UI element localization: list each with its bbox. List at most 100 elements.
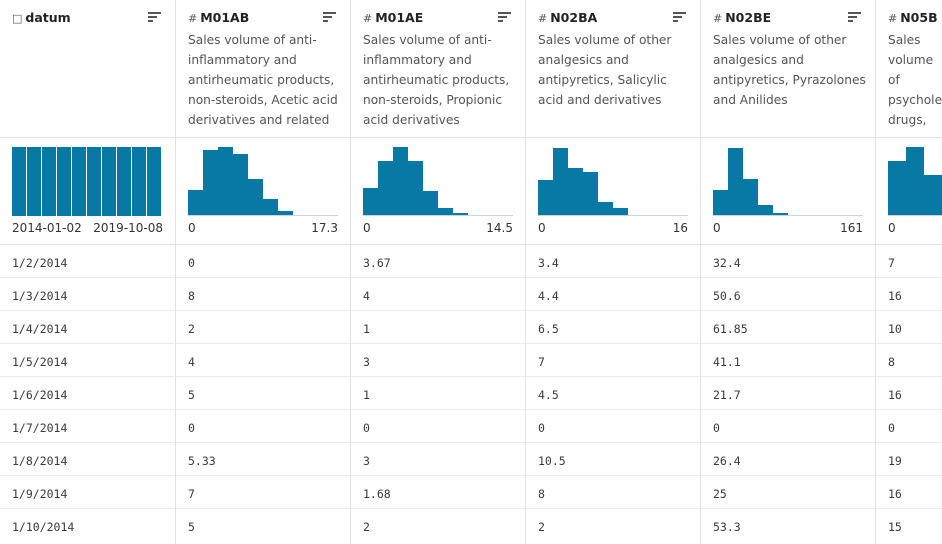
- table-cell[interactable]: 10.5: [538, 454, 566, 468]
- table-cell[interactable]: 21.7: [713, 388, 741, 402]
- row-divider: [0, 409, 175, 410]
- table-cell[interactable]: 15: [888, 520, 902, 534]
- column-header[interactable]: # M01AB Sales volume of anti-inflammatory …: [176, 0, 350, 138]
- histogram-bar: [218, 147, 233, 216]
- column-title[interactable]: # N05B: [888, 10, 938, 25]
- column-title[interactable]: # M01AB: [188, 10, 249, 25]
- column-title[interactable]: # M01AE: [363, 10, 423, 25]
- column-description: Sales volume of other analgesics and ant…: [713, 33, 866, 107]
- row-divider: [876, 475, 942, 476]
- row-divider: [176, 310, 350, 311]
- row-divider: [351, 343, 525, 344]
- table-cell[interactable]: 8: [538, 487, 545, 501]
- table-cell[interactable]: 6.5: [538, 322, 559, 336]
- hash-icon: #: [888, 12, 898, 25]
- table-cell[interactable]: 0: [363, 421, 370, 435]
- table-cell[interactable]: 41.1: [713, 355, 741, 369]
- column-header[interactable]: # M01AE Sales volume of anti-inflammatory …: [351, 0, 525, 138]
- sort-icon[interactable]: [673, 12, 686, 22]
- table-cell[interactable]: 8: [888, 355, 895, 369]
- column-histogram: [12, 147, 162, 216]
- table-cell[interactable]: 7: [188, 487, 195, 501]
- table-cell[interactable]: 5: [188, 388, 195, 402]
- table-cell[interactable]: 2: [363, 520, 370, 534]
- histogram-bar: [906, 147, 924, 216]
- sort-icon[interactable]: [148, 12, 161, 22]
- histogram-bar: [57, 147, 71, 216]
- row-divider: [0, 508, 175, 509]
- row-divider: [351, 277, 525, 278]
- column-header[interactable]: # N02BE Sales volume of other analgesics a…: [701, 0, 875, 138]
- table-cell[interactable]: 0: [713, 421, 720, 435]
- table-cell[interactable]: 3.4: [538, 256, 559, 270]
- table-cell[interactable]: 0: [538, 421, 545, 435]
- table-cell[interactable]: 4: [188, 355, 195, 369]
- table-cell[interactable]: 4.5: [538, 388, 559, 402]
- row-divider: [176, 376, 350, 377]
- column-title[interactable]: □ datum: [12, 10, 71, 25]
- table-cell[interactable]: 1/8/2014: [12, 454, 68, 468]
- histogram-bar: [233, 153, 248, 216]
- table-cell[interactable]: 53.3: [713, 520, 741, 534]
- table-cell[interactable]: 0: [188, 256, 195, 270]
- sort-icon[interactable]: [848, 12, 861, 22]
- histogram-bar: [438, 207, 453, 216]
- row-divider: [526, 343, 700, 344]
- table-cell[interactable]: 50.6: [713, 289, 741, 303]
- table-cell[interactable]: 8: [188, 289, 195, 303]
- sort-icon[interactable]: [498, 12, 511, 22]
- row-divider: [0, 310, 175, 311]
- table-cell[interactable]: 4.4: [538, 289, 559, 303]
- table-cell[interactable]: 32.4: [713, 256, 741, 270]
- table-cell[interactable]: 4: [363, 289, 370, 303]
- table-cell[interactable]: 7: [538, 355, 545, 369]
- row-divider: [176, 508, 350, 509]
- row-divider: [351, 475, 525, 476]
- column-header[interactable]: □ datum: [0, 0, 175, 138]
- table-cell[interactable]: 1/3/2014: [12, 289, 68, 303]
- table-cell[interactable]: 1/9/2014: [12, 487, 68, 501]
- table-cell[interactable]: 1/4/2014: [12, 322, 68, 336]
- table-cell[interactable]: 3: [363, 454, 370, 468]
- table-cell[interactable]: 1: [363, 322, 370, 336]
- row-divider: [876, 409, 942, 410]
- table-cell[interactable]: 1.68: [363, 487, 391, 501]
- table-cell[interactable]: 16: [888, 487, 902, 501]
- row-divider: [176, 277, 350, 278]
- column-title[interactable]: # N02BE: [713, 10, 771, 25]
- column-header[interactable]: # N02BA Sales volume of other analgesics a…: [526, 0, 700, 138]
- table-cell[interactable]: 16: [888, 289, 902, 303]
- table-cell[interactable]: 0: [188, 421, 195, 435]
- histogram-bar: [758, 204, 773, 216]
- column-histogram: [713, 147, 863, 216]
- table-cell[interactable]: 1/5/2014: [12, 355, 68, 369]
- table-cell[interactable]: 1/10/2014: [12, 520, 75, 534]
- table-cell[interactable]: 2: [188, 322, 195, 336]
- table-cell[interactable]: 1/6/2014: [12, 388, 68, 402]
- column-histogram: [888, 147, 942, 216]
- table-cell[interactable]: 1/7/2014: [12, 421, 68, 435]
- histogram-bar: [27, 147, 41, 216]
- table-cell[interactable]: 19: [888, 454, 902, 468]
- histogram-bar: [924, 174, 942, 216]
- table-cell[interactable]: 3.67: [363, 256, 391, 270]
- table-cell[interactable]: 10: [888, 322, 902, 336]
- histogram-baseline: [538, 215, 688, 216]
- table-cell[interactable]: 3: [363, 355, 370, 369]
- column-header[interactable]: #N05B Sales volume of psycholeptics drugs…: [876, 0, 942, 138]
- table-cell[interactable]: 1: [363, 388, 370, 402]
- table-cell[interactable]: 1/2/2014: [12, 256, 68, 270]
- table-cell[interactable]: 26.4: [713, 454, 741, 468]
- column-title[interactable]: # N02BA: [538, 10, 597, 25]
- table-cell[interactable]: 16: [888, 388, 902, 402]
- table-cell[interactable]: 2: [538, 520, 545, 534]
- column-name: M01AE: [375, 10, 424, 25]
- table-cell[interactable]: 5: [188, 520, 195, 534]
- table-cell[interactable]: 7: [888, 256, 895, 270]
- sort-icon[interactable]: [323, 12, 336, 22]
- table-cell[interactable]: 25: [713, 487, 727, 501]
- row-divider: [701, 310, 875, 311]
- table-cell[interactable]: 0: [888, 421, 895, 435]
- table-cell[interactable]: 5.33: [188, 454, 216, 468]
- table-cell[interactable]: 61.85: [713, 322, 748, 336]
